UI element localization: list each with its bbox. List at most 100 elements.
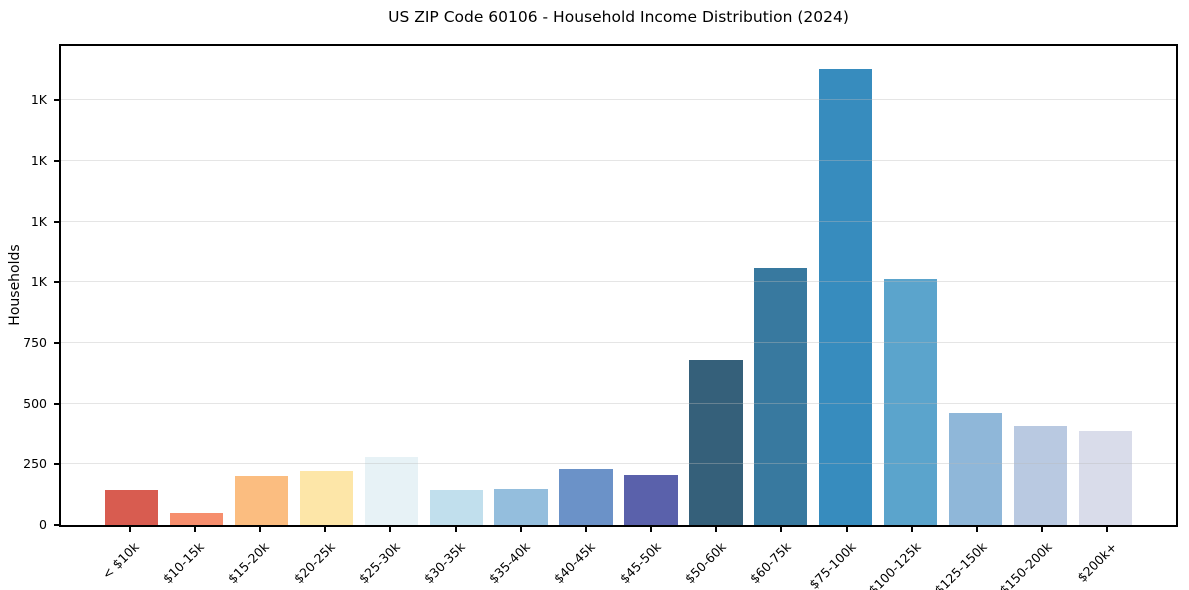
gridline [61,402,1176,404]
y-tick-label: 1K [30,153,47,169]
y-tick-mark [54,160,59,163]
bars-row [61,46,1176,525]
x-tick-slot [684,527,749,533]
gridline [61,463,1176,465]
bar-slot [813,46,878,525]
x-tick-mark [1041,527,1044,532]
x-label-slot: $125-150k [931,534,1009,590]
y-tick-label: 500 [23,395,47,411]
x-tick-label: $15-20k [225,539,273,587]
x-tick-mark [454,527,457,532]
x-tick-label: $45-50k [616,539,664,587]
bar-slot [554,46,619,525]
bar-$25-30k [364,456,418,525]
x-tick-mark [519,527,522,532]
x-tick-label: $30-35k [420,539,468,587]
bar-slot [424,46,489,525]
x-tick-mark [910,527,913,532]
bar-$150-200k [1013,426,1068,525]
x-tick-slot [488,527,553,533]
x-label-slot: $200k+ [1074,534,1140,585]
x-label-slot: $45-50k [616,534,684,587]
gridline [61,342,1176,344]
gridline [61,160,1176,162]
x-tick-mark [258,527,261,532]
bar-slot [619,46,684,525]
x-label-slot: $15-20k [225,534,292,587]
bar-slot [489,46,554,525]
bar-$125-150k [949,413,1003,525]
x-tick-slot [619,527,684,533]
y-axis: 0 250 500 750 1K 1K 1K 1K [0,46,59,532]
bar-< $10k [104,489,159,525]
x-tick-label: $40-45k [551,539,599,587]
x-tick-slot [358,527,423,533]
x-tick-slot [553,527,618,533]
x-label-slot: $30-35k [420,534,488,587]
x-tick-slot [227,527,292,533]
x-tick-mark [389,527,392,532]
x-tick-label: $60-75k [746,539,794,587]
x-tick-mark [584,527,587,532]
bar-$100-125k [884,278,938,525]
bar-$40-45k [559,468,613,525]
x-label-slot: $75-100k [806,534,879,590]
bar-$30-35k [429,489,483,525]
y-tick-mark [54,99,59,102]
y-tick-mark [54,402,59,405]
bar-$200k+ [1078,430,1133,525]
x-tick-mark [650,527,653,532]
x-tick-label: $75-100k [806,539,859,590]
bar-$60-75k [754,267,808,525]
x-tick-slot [814,527,879,533]
gridline [61,281,1176,283]
y-tick-mark [54,342,59,345]
bar-slot [748,46,813,525]
x-label-slot: $40-45k [551,534,618,587]
x-label-slot: $35-40k [485,534,553,587]
bar-slot [1008,46,1073,525]
x-tick-slot [944,527,1009,533]
x-tick-label: $10-15k [160,539,208,587]
gridline [61,220,1176,222]
y-tick-label: 0 [39,517,47,532]
x-tick-slot [1075,527,1140,533]
x-tick-label: $200k+ [1074,539,1120,585]
bar-$50-60k [689,360,743,525]
x-label-slot: $100-125k [866,534,944,590]
plot-area [59,44,1178,527]
bar-slot [878,46,943,525]
bar-$45-50k [624,474,678,525]
x-tick-mark [976,527,979,532]
x-tick-slot [423,527,488,533]
bar-$35-40k [494,488,548,525]
x-tick-mark [1106,527,1109,532]
y-tick-mark [54,220,59,223]
x-label-slot: $60-75k [746,534,814,587]
bar-slot [229,46,294,525]
x-tick-mark [128,527,131,532]
y-tick-label: 750 [23,335,47,351]
bar-slot [943,46,1008,525]
gridline [61,99,1176,101]
x-label-slot: $10-15k [160,534,227,587]
y-tick-label: 1K [30,213,47,229]
y-tick-label: 1K [30,274,47,290]
x-label-slot: $50-60k [681,534,749,587]
x-tick-slot [749,527,814,533]
x-tick-label: $50-60k [681,539,729,587]
bar-slot [1073,46,1138,525]
bar-slot [359,46,424,525]
y-tick-mark [54,281,59,284]
x-tick-slot [162,527,227,533]
bar-slot [294,46,359,525]
y-tick-mark [54,524,59,526]
x-tick-label: $35-40k [485,539,534,587]
bar-slot [164,46,229,525]
x-tick-slot [97,527,162,533]
bar-$75-100k [819,69,873,525]
x-tick-mark [715,527,718,532]
x-tick-slot [1010,527,1075,533]
x-tick-mark [324,527,327,532]
x-tick-slot [879,527,944,533]
